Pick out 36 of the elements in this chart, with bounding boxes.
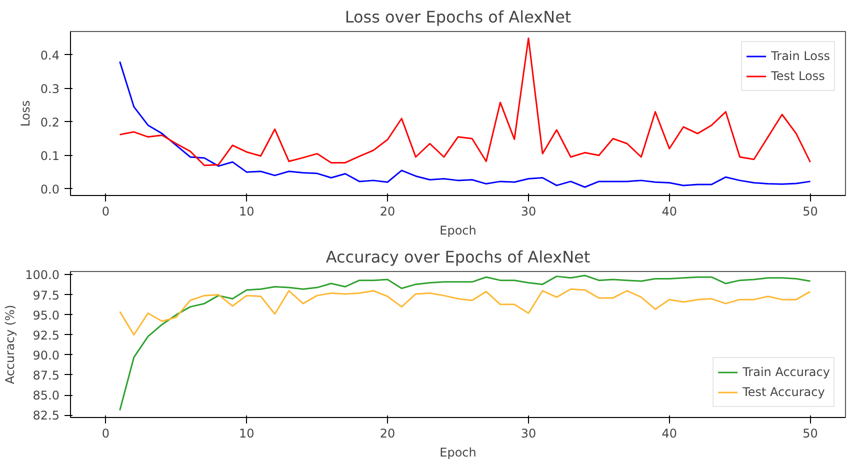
y-tick-label: 0.2 [40, 115, 60, 130]
x-tick-label: 30 [520, 426, 536, 440]
y-tick-label: 92.5 [32, 328, 60, 342]
legend-label: Train Loss [771, 49, 830, 63]
y-tick-label: 0.4 [40, 48, 60, 62]
line-series [119, 288, 812, 336]
x-axis-title: Epoch [440, 446, 476, 460]
legend-label: Test Accuracy [742, 385, 825, 399]
x-tick-label: 10 [239, 204, 254, 218]
y-tick-label: 0.3 [40, 82, 60, 96]
y-tick-label: 0.1 [40, 148, 60, 163]
y-tick-label: 0.0 [40, 182, 60, 196]
chart-title: Accuracy over Epochs of AlexNet [326, 248, 590, 266]
x-axis-title: Epoch [440, 224, 476, 238]
y-tick-label: 85.0 [32, 388, 60, 403]
x-tick-label: 40 [662, 204, 678, 218]
x-tick-label: 50 [802, 204, 818, 218]
x-tick-label: 30 [520, 204, 536, 218]
x-tick-label: 40 [662, 426, 678, 440]
y-tick-label: 95.0 [32, 308, 60, 322]
y-axis-title: Accuracy (%) [3, 304, 18, 384]
y-tick-label: 100.0 [25, 268, 60, 282]
y-tick-label: 87.5 [32, 368, 60, 382]
chart-title: Loss over Epochs of AlexNet [344, 8, 572, 26]
x-tick-label: 0 [102, 204, 110, 218]
y-axis-title: Loss [18, 100, 32, 127]
y-tick-label: 82.5 [32, 408, 60, 423]
legend-label: Test Loss [771, 69, 825, 83]
x-tick-label: 20 [380, 204, 396, 218]
x-tick-label: 20 [380, 426, 396, 440]
legend-label: Train Accuracy [742, 365, 830, 379]
x-tick-label: 10 [239, 426, 254, 440]
x-tick-label: 0 [102, 426, 110, 440]
y-tick-label: 97.5 [32, 288, 60, 302]
y-tick-label: 90.0 [32, 348, 60, 362]
x-tick-label: 50 [802, 426, 818, 440]
